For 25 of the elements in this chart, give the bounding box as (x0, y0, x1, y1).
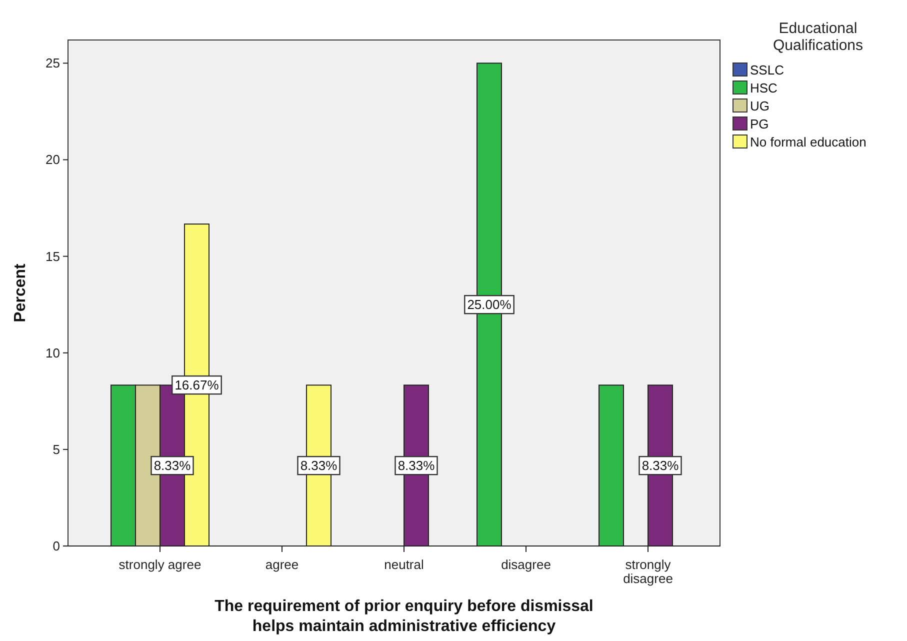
legend-title: Educational Qualifications (772, 20, 864, 54)
legend-label: UG (750, 98, 770, 114)
data-label: 25.00% (467, 297, 512, 312)
x-axis-title: The requirement of prior enquiry before dismissal helps maintain administrative efficiency (214, 598, 594, 635)
data-label: 8.33% (398, 458, 436, 474)
legend-label: SSLC (750, 62, 784, 78)
y-tick-label: 0 (52, 538, 60, 554)
data-label: 8.33% (642, 458, 680, 474)
x-tick-label: strongly agree (118, 557, 202, 572)
y-axis-title: Percent (12, 262, 29, 322)
x-tick-label: disagree (501, 557, 551, 572)
y-tick-label: 20 (46, 152, 60, 168)
y-tick-label: 15 (46, 248, 60, 264)
y-tick-label: 25 (46, 56, 60, 71)
legend-label: No formal education (750, 134, 866, 150)
data-label: 16.67% (174, 378, 220, 393)
y-tick-label: 5 (52, 442, 60, 457)
x-tick-label: agree (265, 557, 299, 572)
y-tick-label: 10 (46, 345, 60, 360)
data-label: 8.33% (154, 458, 192, 474)
data-label: 8.33% (300, 458, 338, 474)
x-tick-label: neutral (384, 557, 424, 572)
legend-label: PG (750, 116, 769, 132)
x-tick-label: strongly disagree (623, 557, 673, 586)
legend-label: HSC (750, 80, 778, 96)
